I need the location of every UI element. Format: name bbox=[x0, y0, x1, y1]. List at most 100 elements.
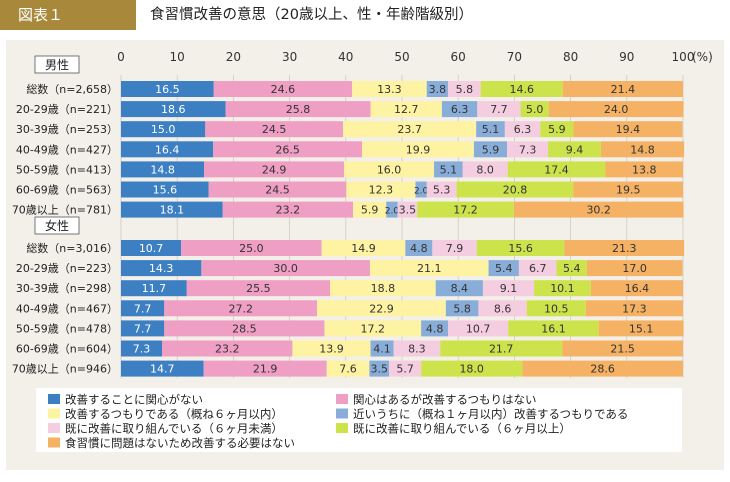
bar-segment bbox=[369, 360, 390, 377]
bar-value-label: 3.5 bbox=[399, 204, 417, 217]
bar-segment bbox=[121, 121, 206, 138]
bar-segment bbox=[526, 300, 586, 317]
bar-value-label: 24.0 bbox=[604, 103, 629, 116]
row-label: 40-49歳（n=467） bbox=[16, 302, 118, 315]
bar-segment bbox=[508, 320, 599, 337]
bar-segment bbox=[222, 201, 354, 218]
bar-segment bbox=[342, 121, 477, 138]
bar-segment bbox=[121, 320, 165, 337]
bar-row: 70歳以上（n=781） 18.1 23.2 5.9 2.0 3.5 17.2 30.2 bbox=[12, 201, 684, 218]
bar-value-label: 12.3 bbox=[369, 184, 394, 197]
bar-value-label: 8.6 bbox=[494, 302, 512, 315]
bar-value-label: 30.0 bbox=[273, 262, 298, 275]
bar-segment bbox=[121, 240, 182, 256]
bar-value-label: 25.5 bbox=[246, 282, 271, 295]
bar-value-label: 8.3 bbox=[408, 343, 426, 356]
x-tick-label: 20 bbox=[226, 50, 241, 64]
bar-value-label: 23.2 bbox=[276, 204, 301, 217]
x-axis-unit: (%) bbox=[692, 50, 713, 64]
bar-segment bbox=[326, 360, 370, 377]
bar-segment bbox=[534, 280, 591, 297]
bar-value-label: 23.7 bbox=[397, 123, 422, 136]
bar-segment bbox=[478, 300, 527, 317]
bar-segment bbox=[477, 101, 521, 118]
bar-value-label: 15.0 bbox=[151, 123, 176, 136]
legend-item: 既に改善に取り組んでいる（６ヶ月以上） bbox=[336, 422, 571, 436]
bar-segment bbox=[432, 240, 477, 256]
bar-segment bbox=[556, 260, 587, 277]
bar-segment bbox=[121, 360, 204, 377]
bar-value-label: 25.8 bbox=[286, 103, 311, 116]
bar-segment bbox=[181, 240, 322, 256]
bar-value-label: 27.2 bbox=[228, 302, 253, 315]
bar-segment bbox=[441, 101, 478, 118]
bar-value-label: 5.3 bbox=[433, 184, 451, 197]
bar-value-label: 18.6 bbox=[161, 103, 186, 116]
bar-value-label: 14.7 bbox=[150, 363, 175, 376]
bar-segment bbox=[562, 340, 683, 357]
bar-segment bbox=[522, 360, 683, 377]
legend-swatch bbox=[48, 423, 60, 433]
bar-segment bbox=[324, 320, 422, 337]
bar-segment bbox=[520, 101, 549, 118]
legend: 改善することに関心がない 関心はあるが改善するつもりはない改善するつもりである（概… bbox=[36, 388, 682, 452]
bar-segment bbox=[415, 181, 427, 198]
row-label: 50-59歳（n=478） bbox=[16, 322, 118, 335]
bar-segment bbox=[476, 121, 505, 138]
bar-value-label: 4.8 bbox=[426, 322, 444, 335]
bar-segment bbox=[507, 161, 606, 178]
legend-label: 近いうちに（概ね１ヶ月以内）改善するつもりである bbox=[353, 407, 628, 421]
bar-segment bbox=[164, 320, 325, 337]
legend-item: 近いうちに（概ね１ヶ月以内）改善するつもりである bbox=[336, 407, 628, 421]
bar-value-label: 25.0 bbox=[239, 242, 264, 255]
bar-segment bbox=[507, 141, 549, 158]
bar-value-label: 16.1 bbox=[541, 322, 566, 335]
bar-segment bbox=[435, 280, 483, 297]
bar-value-label: 5.4 bbox=[563, 262, 581, 275]
row-label: 20-29歳（n=221） bbox=[16, 103, 118, 116]
x-tick-label: 90 bbox=[619, 50, 634, 64]
x-tick-label: 70 bbox=[507, 50, 522, 64]
bar-row: 20-29歳（n=221） 18.6 25.8 12.7 6.3 7.7 5.0 24.0 bbox=[16, 101, 684, 118]
bar-value-label: 13.9 bbox=[319, 343, 344, 356]
bar-segment bbox=[330, 280, 436, 297]
bar-segment bbox=[369, 260, 489, 277]
bar-value-label: 21.4 bbox=[611, 83, 636, 96]
bar-segment bbox=[440, 340, 563, 357]
bar-segment bbox=[421, 360, 523, 377]
bar-segment bbox=[321, 240, 406, 256]
bar-segment bbox=[504, 121, 541, 138]
bar-segment bbox=[208, 181, 347, 198]
group-header-box bbox=[34, 216, 80, 235]
chart-title: 食習慣改善の意思（20歳以上、性・年齢階級別） bbox=[150, 7, 473, 23]
bar-row: 40-49歳（n=467） 7.7 27.2 22.9 5.8 8.6 10.5 17.3 bbox=[16, 300, 683, 317]
bar-value-label: 3.8 bbox=[429, 83, 447, 96]
bar-segment bbox=[389, 360, 422, 377]
bar-value-label: 7.6 bbox=[339, 363, 357, 376]
bar-value-label: 2.0 bbox=[414, 187, 429, 197]
bar-segment bbox=[393, 340, 441, 357]
bar-value-label: 2.0 bbox=[385, 207, 400, 217]
bar-row: 20-29歳（n=223） 14.3 30.0 21.1 5.4 6.7 5.4 17.0 bbox=[16, 260, 683, 277]
bar-segment bbox=[600, 141, 685, 158]
bar-value-label: 7.3 bbox=[519, 143, 537, 156]
x-tick-label: 0 bbox=[117, 50, 125, 64]
bar-segment bbox=[573, 181, 683, 198]
bar-value-label: 7.7 bbox=[134, 322, 152, 335]
bar-segment bbox=[121, 141, 214, 158]
bar-segment bbox=[213, 81, 352, 97]
bar-value-label: 8.4 bbox=[451, 282, 469, 295]
bar-value-label: 8.0 bbox=[476, 163, 494, 176]
bar-segment bbox=[513, 201, 684, 218]
bar-value-label: 4.8 bbox=[410, 242, 428, 255]
bar-row: 50-59歳（n=413） 14.8 24.9 16.0 5.1 8.0 17.4 13.8 bbox=[16, 161, 683, 178]
row-label: 70歳以上（n=781） bbox=[12, 204, 118, 217]
legend-label: 関心はあるが改善するつもりはない bbox=[353, 393, 537, 407]
bar-value-label: 3.5 bbox=[370, 363, 388, 376]
group-header-box bbox=[34, 55, 80, 74]
bar-segment bbox=[397, 201, 418, 218]
bar-segment bbox=[456, 181, 574, 198]
row-label: 60-69歳（n=563） bbox=[16, 184, 118, 197]
